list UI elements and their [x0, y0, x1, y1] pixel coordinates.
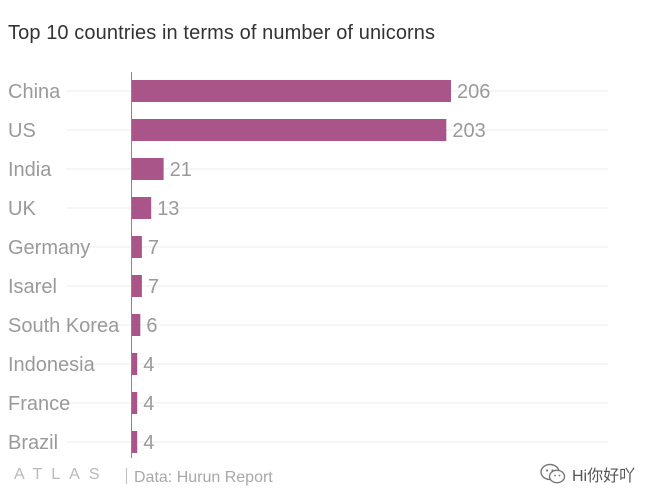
data-label: 203 — [452, 120, 485, 142]
watermark-text: Hi你好吖 — [572, 468, 636, 485]
category-label: Brazil — [8, 432, 58, 454]
data-source: Data: Hurun Report — [134, 469, 273, 486]
category-label: Isarel — [8, 276, 57, 298]
category-label: US — [8, 120, 36, 142]
data-label: 4 — [143, 393, 154, 415]
wechat-icon — [540, 463, 566, 484]
bar-isarel — [131, 275, 142, 297]
data-label: 7 — [148, 276, 159, 298]
data-label: 206 — [457, 81, 490, 103]
data-label: 21 — [170, 159, 192, 181]
watermark: Hi你好吖 — [540, 462, 635, 486]
category-label: France — [8, 393, 70, 415]
bar-chart: China 206 US 203 India 21 UK 13 Germany 7 Isarel 7 S… — [8, 72, 608, 458]
bar-india — [131, 158, 164, 180]
bar-us — [131, 119, 447, 141]
category-label: India — [8, 159, 52, 181]
category-label: South Korea — [8, 315, 120, 337]
bar-france — [131, 392, 138, 414]
bar-brazil — [131, 431, 138, 453]
bar-germany — [131, 236, 142, 258]
category-label: Indonesia — [8, 354, 96, 376]
data-label: 6 — [146, 315, 157, 337]
bar-south-korea — [131, 314, 141, 336]
brand-logo: ATLAS — [14, 466, 109, 483]
data-label: 13 — [157, 198, 179, 220]
bar-china — [131, 80, 451, 102]
category-label: Germany — [8, 237, 90, 259]
chart-title: Top 10 countries in terms of number of u… — [8, 22, 436, 44]
category-label: UK — [8, 198, 36, 220]
bar-uk — [131, 197, 152, 219]
data-label: 4 — [143, 432, 154, 454]
category-label: China — [8, 81, 61, 103]
data-label: 4 — [143, 354, 154, 376]
bar-indonesia — [131, 353, 138, 375]
data-label: 7 — [148, 237, 159, 259]
footer-divider — [126, 468, 127, 484]
